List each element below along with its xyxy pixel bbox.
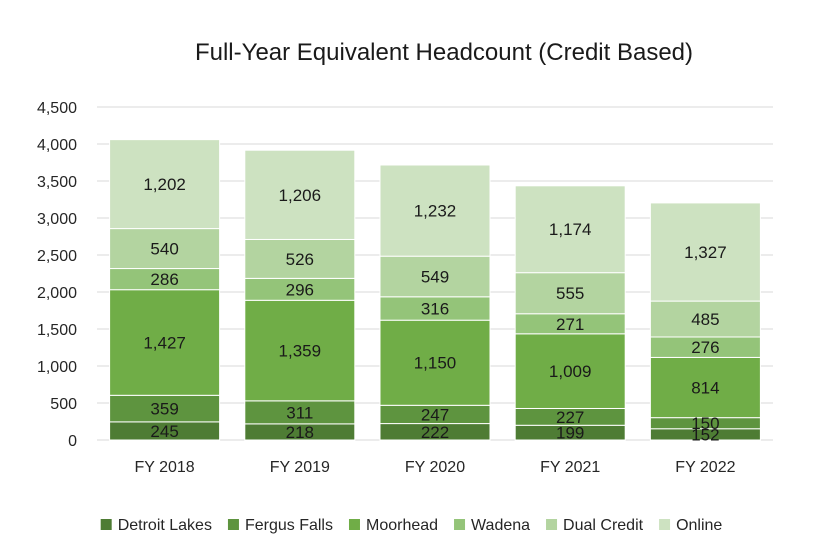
data-label: 1,427 [143, 334, 186, 353]
data-label: 1,327 [684, 243, 727, 262]
legend-item: Fergus Falls [227, 517, 333, 534]
data-label: 286 [150, 270, 178, 289]
data-label: 814 [691, 379, 719, 398]
x-category-label: FY 2019 [270, 459, 330, 476]
data-label: 1,232 [414, 202, 457, 221]
legend-item: Online [659, 517, 722, 534]
bar-segment [649, 300, 761, 338]
y-tick-label: 2,500 [37, 248, 77, 265]
bar-segment [244, 299, 356, 402]
data-label: 540 [150, 240, 178, 259]
data-label: 222 [421, 423, 449, 442]
chart-title: Full-Year Equivalent Headcount (Credit B… [195, 39, 693, 66]
y-tick-label: 3,000 [37, 211, 77, 228]
bar-segment [109, 394, 221, 423]
data-label: 1,150 [414, 354, 457, 373]
data-label: 245 [150, 422, 178, 441]
legend-label: Dual Credit [563, 517, 644, 534]
legend-swatch [100, 519, 112, 530]
legend-item: Wadena [454, 517, 530, 534]
data-label: 526 [286, 250, 314, 269]
y-tick-label: 2,000 [37, 285, 77, 302]
data-label: 276 [691, 338, 719, 357]
legend-item: Dual Credit [546, 517, 644, 534]
legend: Detroit Lakes Fergus Falls Moorhead Wadena D… [100, 517, 722, 534]
bars [109, 139, 761, 441]
bar-segment [514, 272, 626, 315]
x-category-label: FY 2018 [134, 459, 194, 476]
x-axis-category-labels: FY 2018 FY 2019 FY 2020 FY 2021 FY 2022 [134, 459, 735, 476]
legend-label: Online [676, 517, 722, 534]
data-label: 1,359 [279, 342, 322, 361]
data-label: 271 [556, 315, 584, 334]
data-label: 150 [691, 414, 719, 433]
legend-swatch [227, 519, 239, 530]
data-label: 218 [286, 423, 314, 442]
legend-label: Moorhead [366, 517, 438, 534]
bar-segment [109, 228, 221, 270]
x-category-label: FY 2021 [540, 459, 600, 476]
legend-label: Wadena [471, 517, 530, 534]
bar-segment [514, 333, 626, 409]
data-label: 549 [421, 267, 449, 286]
bar-segment [244, 149, 356, 240]
legend-item: Detroit Lakes [100, 517, 212, 534]
data-label: 1,174 [549, 220, 592, 239]
legend-swatch [546, 519, 558, 530]
y-tick-label: 1,000 [37, 359, 77, 376]
data-label: 1,202 [143, 175, 186, 194]
bar-segment [109, 289, 221, 396]
data-label: 199 [556, 424, 584, 443]
data-label: 227 [556, 408, 584, 427]
data-label: 359 [150, 400, 178, 419]
data-label: 1,009 [549, 362, 592, 381]
y-tick-label: 4,000 [37, 137, 77, 154]
y-tick-label: 3,500 [37, 174, 77, 191]
data-label: 247 [421, 405, 449, 424]
bar-segment [514, 185, 626, 274]
x-category-label: FY 2020 [405, 459, 465, 476]
bar-segment [379, 164, 491, 257]
bar-segment [379, 319, 491, 406]
legend-swatch [454, 519, 466, 530]
data-label: 152 [691, 425, 719, 444]
legend-item: Moorhead [348, 517, 438, 534]
x-category-label: FY 2022 [675, 459, 735, 476]
data-label: 555 [556, 284, 584, 303]
y-tick-label: 0 [68, 433, 77, 450]
data-label: 311 [286, 403, 313, 422]
bar-segment [109, 139, 221, 230]
data-label: 1,206 [279, 186, 322, 205]
bar-segment [649, 356, 761, 419]
legend-label: Detroit Lakes [118, 517, 212, 534]
y-tick-label: 4,500 [37, 100, 77, 117]
y-axis-tick-labels: 0 500 1,000 1,500 2,000 2,500 3,000 3,500 4,000 4… [37, 100, 77, 450]
y-tick-label: 500 [50, 396, 77, 413]
data-label: 296 [286, 280, 314, 299]
legend-swatch [659, 519, 671, 530]
data-label: 316 [421, 300, 449, 319]
y-tick-label: 1,500 [37, 322, 77, 339]
legend-label: Fergus Falls [245, 517, 333, 534]
legend-swatch [348, 519, 360, 530]
bar-segment [649, 202, 761, 302]
data-label: 485 [691, 310, 719, 329]
